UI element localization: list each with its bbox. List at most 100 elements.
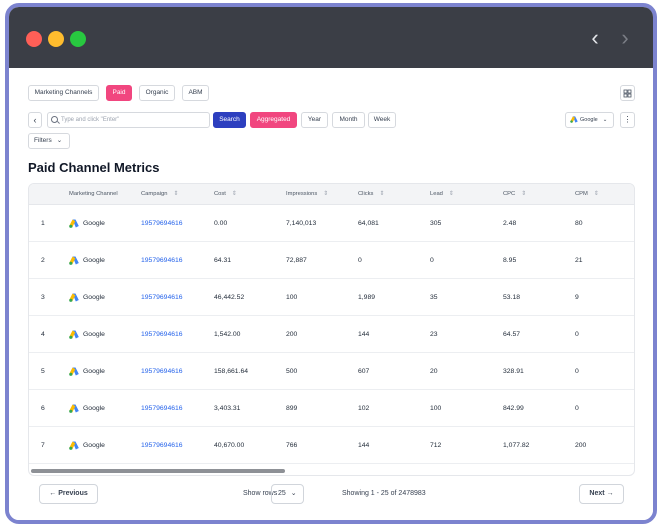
cell-clicks: 0	[358, 257, 362, 264]
period-year-button[interactable]: Year	[301, 112, 328, 128]
cell-impressions: 899	[286, 405, 298, 412]
search-placeholder: Type and click "Enter"	[61, 117, 120, 123]
cell-campaign[interactable]: 19579694616	[141, 294, 183, 301]
cell-impressions: 200	[286, 331, 298, 338]
cell-lead: 305	[430, 220, 442, 227]
rows-per-page-select[interactable]: 25 ⌄	[271, 484, 304, 504]
cell-campaign[interactable]: 19579694616	[141, 220, 183, 227]
google-ads-icon	[69, 404, 79, 413]
period-week-button[interactable]: Week	[368, 112, 396, 128]
cell-impressions: 7,140,013	[286, 220, 317, 227]
cell-channel-label: Google	[83, 220, 105, 227]
cell-cpc: 2.48	[503, 220, 517, 227]
horizontal-scrollbar[interactable]	[31, 469, 285, 473]
row-number: 7	[41, 442, 45, 449]
cell-lead: 100	[430, 405, 442, 412]
cell-cpc: 64.57	[503, 331, 521, 338]
google-ads-icon	[69, 441, 79, 450]
column-header-lead[interactable]: Lead ⇕	[430, 184, 454, 205]
cell-cost: 40,670.00	[214, 442, 245, 449]
sort-icon: ⇕	[173, 191, 179, 197]
search-icon	[51, 116, 58, 123]
tab-paid[interactable]: Paid	[106, 85, 132, 101]
close-window-button[interactable]	[26, 31, 42, 47]
table-row[interactable]: 7 Google 19579694616 40,670.00 766 144 712 1,07…	[29, 427, 634, 464]
source-select-value: Google	[580, 117, 598, 123]
cell-clicks: 607	[358, 368, 370, 375]
layout-icon[interactable]	[620, 85, 635, 101]
sort-icon: ⇕	[231, 191, 237, 197]
column-header-clicks[interactable]: Clicks ⇕	[358, 184, 385, 205]
cell-channel: Google	[69, 205, 105, 242]
back-button[interactable]: ‹	[28, 112, 42, 128]
nav-back-icon[interactable]: ‹	[591, 25, 599, 50]
cell-lead: 0	[430, 257, 434, 264]
cell-campaign[interactable]: 19579694616	[141, 331, 183, 338]
column-header-channel[interactable]: Marketing Channel	[69, 191, 118, 197]
cell-cost: 46,442.52	[214, 294, 245, 301]
column-header-campaign[interactable]: Campaign ⇕	[141, 184, 178, 205]
cell-lead: 35	[430, 294, 438, 301]
table-header: Marketing Channel Campaign ⇕ Cost ⇕ Impres…	[29, 184, 634, 205]
column-header-cpc[interactable]: CPC ⇕	[503, 184, 526, 205]
app-window: ‹ › Marketing Channels Paid Organic ABM …	[5, 3, 657, 524]
cell-cpm: 9	[575, 294, 579, 301]
search-button[interactable]: Search	[213, 112, 246, 128]
table-row[interactable]: 1 Google 19579694616 0.00 7,140,013 64,081 305…	[29, 205, 634, 242]
cell-cpm: 200	[575, 442, 587, 449]
search-input[interactable]: Type and click "Enter"	[47, 112, 210, 128]
nav-forward-icon[interactable]: ›	[621, 25, 629, 50]
period-month-button[interactable]: Month	[332, 112, 365, 128]
cell-cpc: 53.18	[503, 294, 521, 301]
main-content: Marketing Channels Paid Organic ABM ‹ Ty…	[9, 68, 653, 520]
next-button[interactable]: Next →	[579, 484, 624, 504]
tab-abm[interactable]: ABM	[182, 85, 209, 101]
cell-impressions: 500	[286, 368, 298, 375]
google-ads-icon	[69, 293, 79, 302]
minimize-window-button[interactable]	[48, 31, 64, 47]
sort-icon: ⇕	[521, 191, 527, 197]
table-row[interactable]: 4 Google 19579694616 1,542.00 200 144 23 64.57 0	[29, 316, 634, 353]
aggregated-button[interactable]: Aggregated	[250, 112, 297, 128]
filters-button[interactable]: Filters ⌄	[28, 133, 70, 149]
cell-channel-label: Google	[83, 442, 105, 449]
cell-cpm: 0	[575, 331, 579, 338]
previous-label: Previous	[58, 490, 88, 497]
cell-channel-label: Google	[83, 368, 105, 375]
sort-icon: ⇕	[379, 191, 385, 197]
table-row[interactable]: 5 Google 19579694616 158,661.64 500 607 20 328.…	[29, 353, 634, 390]
column-header-impressions[interactable]: Impressions ⇕	[286, 184, 328, 205]
table-row[interactable]: 6 Google 19579694616 3,403.31 899 102 100 842.9…	[29, 390, 634, 427]
cell-campaign[interactable]: 19579694616	[141, 405, 183, 412]
pagination-status: Showing 1 - 25 of 2478983	[342, 490, 426, 497]
table-row[interactable]: 2 Google 19579694616 64.31 72,887 0 0 8.95 21	[29, 242, 634, 279]
cell-clicks: 144	[358, 331, 370, 338]
arrow-left-icon: ←	[49, 490, 57, 497]
cell-cost: 64.31	[214, 257, 232, 264]
tab-organic[interactable]: Organic	[139, 85, 175, 101]
cell-channel: Google	[69, 353, 105, 390]
cell-channel: Google	[69, 390, 105, 427]
cell-cpm: 80	[575, 220, 583, 227]
google-ads-icon	[69, 367, 79, 376]
sort-icon: ⇕	[448, 191, 454, 197]
cell-campaign[interactable]: 19579694616	[141, 257, 183, 264]
table-row[interactable]: 3 Google 19579694616 46,442.52 100 1,989 35 53.…	[29, 279, 634, 316]
source-select[interactable]: Google ⌄	[565, 112, 614, 128]
column-header-cpm[interactable]: CPM ⇕	[575, 184, 599, 205]
cell-impressions: 766	[286, 442, 298, 449]
column-header-cost[interactable]: Cost ⇕	[214, 184, 237, 205]
cell-cpm: 0	[575, 405, 579, 412]
tab-marketing-channels[interactable]: Marketing Channels	[28, 85, 99, 101]
more-options-icon[interactable]: ⋮	[620, 112, 635, 128]
previous-button[interactable]: ← Previous	[39, 484, 98, 504]
google-ads-icon	[570, 116, 578, 123]
maximize-window-button[interactable]	[70, 31, 86, 47]
chevron-down-icon: ⌄	[56, 137, 63, 144]
rows-per-page-value: 25	[278, 490, 286, 497]
cell-clicks: 64,081	[358, 220, 379, 227]
cell-campaign[interactable]: 19579694616	[141, 442, 183, 449]
cell-campaign[interactable]: 19579694616	[141, 368, 183, 375]
chevron-down-icon: ⌄	[602, 117, 608, 123]
cell-channel: Google	[69, 316, 105, 353]
